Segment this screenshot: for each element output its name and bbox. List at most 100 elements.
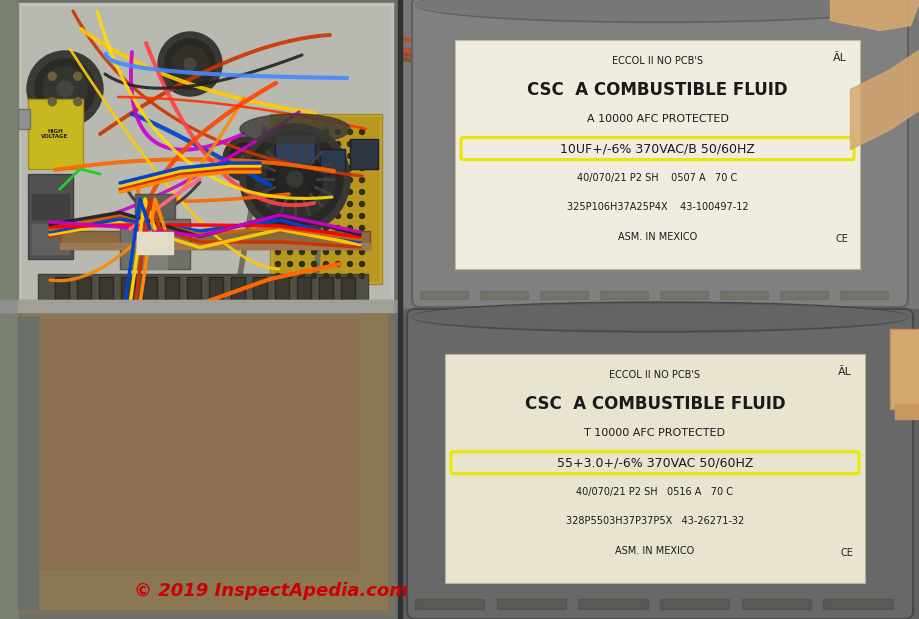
Circle shape [300, 142, 304, 147]
Circle shape [287, 165, 292, 170]
Circle shape [347, 202, 352, 207]
Bar [455, 40, 859, 269]
Circle shape [335, 238, 340, 243]
Circle shape [287, 261, 292, 267]
Circle shape [359, 214, 364, 219]
Bar [400, 309, 919, 619]
Bar [400, 0, 919, 309]
Bar [18, 300, 392, 312]
Text: ASM. IN MEXICO: ASM. IN MEXICO [618, 232, 697, 241]
Circle shape [323, 142, 328, 147]
Text: ASM. IN MEXICO: ASM. IN MEXICO [615, 546, 694, 556]
Circle shape [359, 238, 364, 243]
Circle shape [240, 124, 349, 234]
Circle shape [312, 214, 316, 219]
Circle shape [359, 165, 364, 170]
Circle shape [335, 214, 340, 219]
Bar [142, 277, 157, 307]
Bar [341, 277, 355, 307]
Circle shape [48, 72, 56, 80]
Text: CSC  A COMBUSTIBLE FLUID: CSC A COMBUSTIBLE FLUID [524, 395, 785, 413]
Circle shape [359, 129, 364, 134]
Ellipse shape [415, 0, 903, 20]
Circle shape [335, 165, 340, 170]
Circle shape [347, 178, 352, 183]
Circle shape [300, 261, 304, 267]
Circle shape [275, 154, 280, 158]
Circle shape [347, 238, 352, 243]
Circle shape [359, 225, 364, 230]
Bar [119, 219, 190, 269]
Circle shape [229, 143, 261, 175]
Bar [121, 277, 135, 307]
Circle shape [172, 46, 208, 82]
Circle shape [347, 189, 352, 194]
Text: HIGH
VOLTAGE: HIGH VOLTAGE [41, 129, 69, 139]
Ellipse shape [240, 114, 349, 144]
Bar [28, 99, 83, 169]
Text: 10UF+/-6% 370VAC/B 50/60HZ: 10UF+/-6% 370VAC/B 50/60HZ [560, 142, 754, 155]
Circle shape [287, 214, 292, 219]
Circle shape [241, 155, 249, 163]
Circle shape [312, 274, 316, 279]
Circle shape [335, 178, 340, 183]
Circle shape [335, 189, 340, 194]
Bar [414, 599, 484, 609]
Circle shape [312, 129, 316, 134]
Circle shape [287, 171, 302, 187]
Ellipse shape [415, 0, 903, 22]
Circle shape [359, 249, 364, 254]
Circle shape [275, 238, 280, 243]
Circle shape [222, 137, 267, 181]
Bar [18, 317, 38, 609]
Bar [209, 277, 222, 307]
Circle shape [359, 274, 364, 279]
Bar [578, 599, 647, 609]
Bar [659, 291, 708, 299]
Circle shape [300, 238, 304, 243]
Circle shape [275, 274, 280, 279]
Circle shape [347, 154, 352, 158]
Circle shape [335, 261, 340, 267]
Circle shape [323, 189, 328, 194]
Bar [779, 291, 827, 299]
Bar [135, 194, 175, 219]
Circle shape [347, 249, 352, 254]
Circle shape [300, 154, 304, 158]
Circle shape [275, 178, 280, 183]
Circle shape [287, 178, 292, 183]
Circle shape [312, 154, 316, 158]
Circle shape [287, 129, 292, 134]
Bar [28, 174, 73, 259]
Bar [894, 404, 919, 419]
Circle shape [275, 129, 280, 134]
Circle shape [275, 202, 280, 207]
Circle shape [300, 189, 304, 194]
Bar [32, 194, 69, 219]
Circle shape [275, 249, 280, 254]
Circle shape [287, 189, 292, 194]
Text: © 2019 InspectApedia.com: © 2019 InspectApedia.com [134, 582, 408, 600]
Circle shape [48, 98, 56, 106]
FancyBboxPatch shape [406, 309, 912, 619]
Bar [38, 274, 368, 309]
Circle shape [300, 165, 304, 170]
Bar [18, 3, 392, 307]
Circle shape [74, 72, 82, 80]
Bar [275, 134, 314, 164]
Circle shape [300, 129, 304, 134]
Bar [839, 291, 887, 299]
Bar [320, 149, 345, 174]
Circle shape [300, 178, 304, 183]
Text: T 10000 AFC PROTECTED: T 10000 AFC PROTECTED [584, 428, 725, 438]
Circle shape [275, 214, 280, 219]
Text: 55+3.0+/-6% 370VAC 50/60HZ: 55+3.0+/-6% 370VAC 50/60HZ [556, 456, 753, 469]
Circle shape [347, 225, 352, 230]
Bar [445, 354, 864, 583]
Text: A 10000 AFC PROTECTED: A 10000 AFC PROTECTED [586, 115, 728, 124]
Circle shape [234, 149, 255, 169]
Text: CE: CE [840, 548, 853, 558]
Bar [165, 277, 179, 307]
Circle shape [300, 214, 304, 219]
Bar [659, 599, 729, 609]
